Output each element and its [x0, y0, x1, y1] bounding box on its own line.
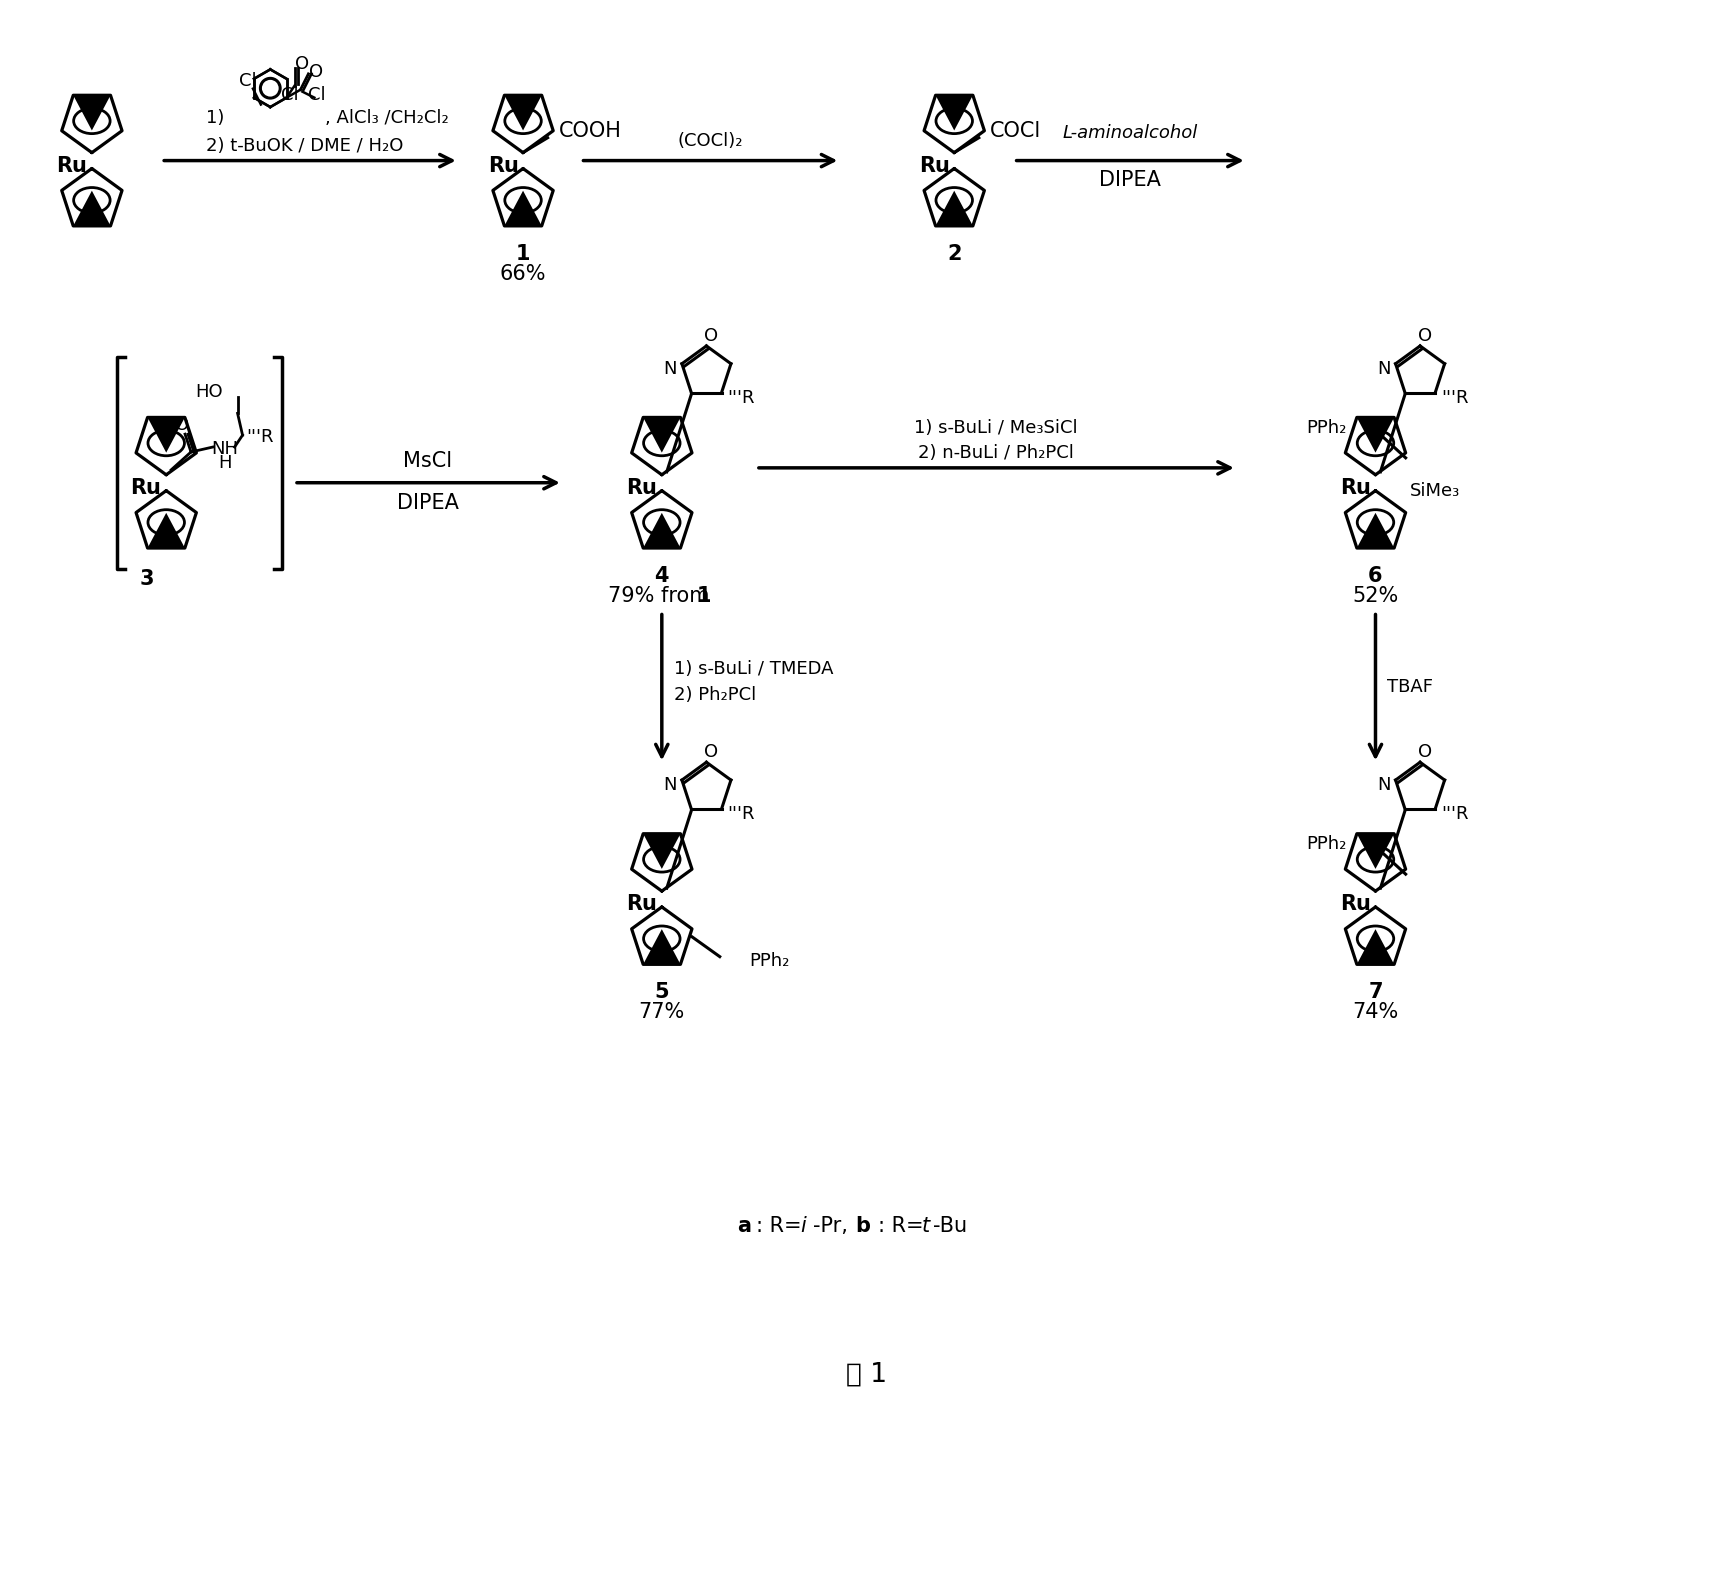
Text: , AlCl₃ /CH₂Cl₂: , AlCl₃ /CH₂Cl₂ — [324, 109, 449, 126]
Text: HO: HO — [196, 382, 222, 401]
Text: 2) n-BuLi / Ph₂PCl: 2) n-BuLi / Ph₂PCl — [917, 444, 1073, 461]
Text: SiMe₃: SiMe₃ — [1410, 482, 1460, 499]
Polygon shape — [505, 191, 541, 226]
Text: 图 1: 图 1 — [846, 1362, 888, 1387]
Text: O: O — [1418, 743, 1432, 762]
Polygon shape — [643, 417, 680, 452]
Text: Ru: Ru — [1340, 477, 1370, 498]
Text: -Bu: -Bu — [933, 1217, 968, 1236]
Text: MsCl: MsCl — [404, 450, 453, 471]
Polygon shape — [936, 95, 973, 131]
Text: (COCl)₂: (COCl)₂ — [678, 131, 744, 150]
Text: Cl: Cl — [307, 85, 326, 104]
Text: i: i — [801, 1217, 806, 1236]
Text: NH: NH — [212, 439, 238, 458]
Text: DIPEA: DIPEA — [397, 493, 460, 512]
Text: : R=: : R= — [877, 1217, 924, 1236]
Text: '''R: '''R — [1441, 389, 1469, 406]
Text: Ru: Ru — [626, 477, 657, 498]
Text: N: N — [1377, 360, 1391, 378]
Polygon shape — [505, 95, 541, 131]
Text: 77%: 77% — [638, 1002, 685, 1022]
Text: H: H — [218, 453, 231, 472]
Text: N: N — [664, 776, 676, 795]
Polygon shape — [73, 191, 111, 226]
Text: 1: 1 — [515, 243, 531, 264]
Text: O: O — [704, 743, 718, 762]
Text: 66%: 66% — [499, 264, 546, 283]
Text: 7: 7 — [1368, 983, 1382, 1002]
Text: 5: 5 — [654, 983, 669, 1002]
Polygon shape — [1356, 417, 1394, 452]
Text: 4: 4 — [654, 566, 669, 586]
Polygon shape — [643, 514, 680, 548]
Text: COOH: COOH — [558, 120, 623, 141]
Polygon shape — [643, 834, 680, 869]
Text: O: O — [175, 416, 189, 435]
Text: PPh₂: PPh₂ — [1306, 836, 1346, 853]
Text: 3: 3 — [139, 569, 154, 589]
Text: N: N — [1377, 776, 1391, 795]
Text: Ru: Ru — [55, 155, 87, 175]
Text: L-aminoalcohol: L-aminoalcohol — [1061, 123, 1196, 142]
Polygon shape — [147, 514, 186, 548]
Text: 2) Ph₂PCl: 2) Ph₂PCl — [675, 686, 756, 703]
Text: O: O — [295, 55, 310, 73]
Text: Cl: Cl — [281, 85, 298, 104]
Text: 1) s-BuLi / TMEDA: 1) s-BuLi / TMEDA — [675, 660, 834, 678]
Polygon shape — [147, 417, 186, 452]
Text: N: N — [664, 360, 676, 378]
Text: Ru: Ru — [1340, 894, 1370, 913]
Polygon shape — [936, 191, 973, 226]
Text: 79% from: 79% from — [607, 586, 716, 605]
Text: '''R: '''R — [728, 389, 754, 406]
Text: 1): 1) — [206, 109, 224, 126]
Polygon shape — [73, 95, 111, 131]
Text: Ru: Ru — [919, 155, 950, 175]
Text: O: O — [309, 63, 324, 81]
Text: 74%: 74% — [1353, 1002, 1399, 1022]
Text: '''R: '''R — [1441, 804, 1469, 823]
Text: '''R: '''R — [728, 804, 754, 823]
Polygon shape — [1356, 514, 1394, 548]
Polygon shape — [1356, 929, 1394, 964]
Text: 1: 1 — [695, 586, 711, 605]
Text: 6: 6 — [1368, 566, 1382, 586]
Text: b: b — [855, 1217, 870, 1236]
Text: 52%: 52% — [1353, 586, 1399, 605]
Text: COCl: COCl — [990, 120, 1042, 141]
Text: O: O — [704, 327, 718, 344]
Polygon shape — [643, 929, 680, 964]
Text: Cl: Cl — [239, 71, 257, 90]
Text: PPh₂: PPh₂ — [749, 951, 791, 970]
Text: Ru: Ru — [489, 155, 518, 175]
Text: 2: 2 — [947, 243, 961, 264]
Text: -Pr,: -Pr, — [813, 1217, 855, 1236]
Text: a: a — [737, 1217, 751, 1236]
Text: Ru: Ru — [130, 477, 161, 498]
Text: : R=: : R= — [756, 1217, 801, 1236]
Text: TBAF: TBAF — [1387, 678, 1434, 695]
Text: O: O — [1418, 327, 1432, 344]
Text: PPh₂: PPh₂ — [1306, 419, 1346, 438]
Text: DIPEA: DIPEA — [1099, 171, 1160, 191]
Text: 1) s-BuLi / Me₃SiCl: 1) s-BuLi / Me₃SiCl — [914, 419, 1077, 438]
Text: t: t — [921, 1217, 929, 1236]
Polygon shape — [1356, 834, 1394, 869]
Text: '''R: '''R — [246, 428, 274, 446]
Text: Ru: Ru — [626, 894, 657, 913]
Text: 2) t-BuOK / DME / H₂O: 2) t-BuOK / DME / H₂O — [206, 137, 404, 155]
